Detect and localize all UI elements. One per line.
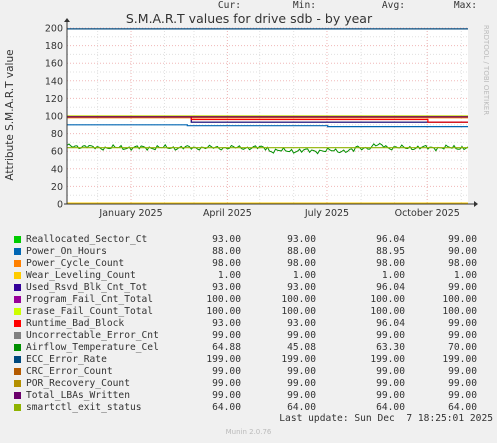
y-axis-label: Attribute S.M.A.R.T value [4,49,16,180]
axes: 0 20 40 60 80 100 120 140 160 180 200 January 2025 A… [45,18,478,219]
y-tick-label: 140 [45,76,63,87]
y-tick-label: 60 [51,147,63,158]
y-tick-label: 0 [57,200,63,211]
x-tick-label: July 2025 [304,208,349,219]
y-tick-label: 160 [45,59,63,70]
y-tick-label: 100 [45,112,63,123]
y-tick-label: 120 [45,94,63,105]
y-axis-arrow [64,18,70,22]
y-tick-label: 180 [45,41,63,52]
y-tick-label: 80 [51,129,63,140]
munin-version: Munin 2.0.76 [225,428,272,436]
y-tick-label: 20 [51,182,63,193]
chart-title: S.M.A.R.T values for drive sdb - by year [126,11,373,26]
y-tick-label: 200 [45,24,63,35]
x-axis-arrow [474,201,478,207]
series-line-power-on-hours [67,124,468,128]
x-tick-label: April 2025 [203,208,252,219]
rrdtool-watermark: RRDTOOL / TOBI OETIKER [482,25,490,115]
y-tick-label: 40 [51,164,63,175]
x-tick-label: January 2025 [98,208,162,219]
x-tick-label: October 2025 [395,208,460,219]
series-layer [66,28,469,204]
